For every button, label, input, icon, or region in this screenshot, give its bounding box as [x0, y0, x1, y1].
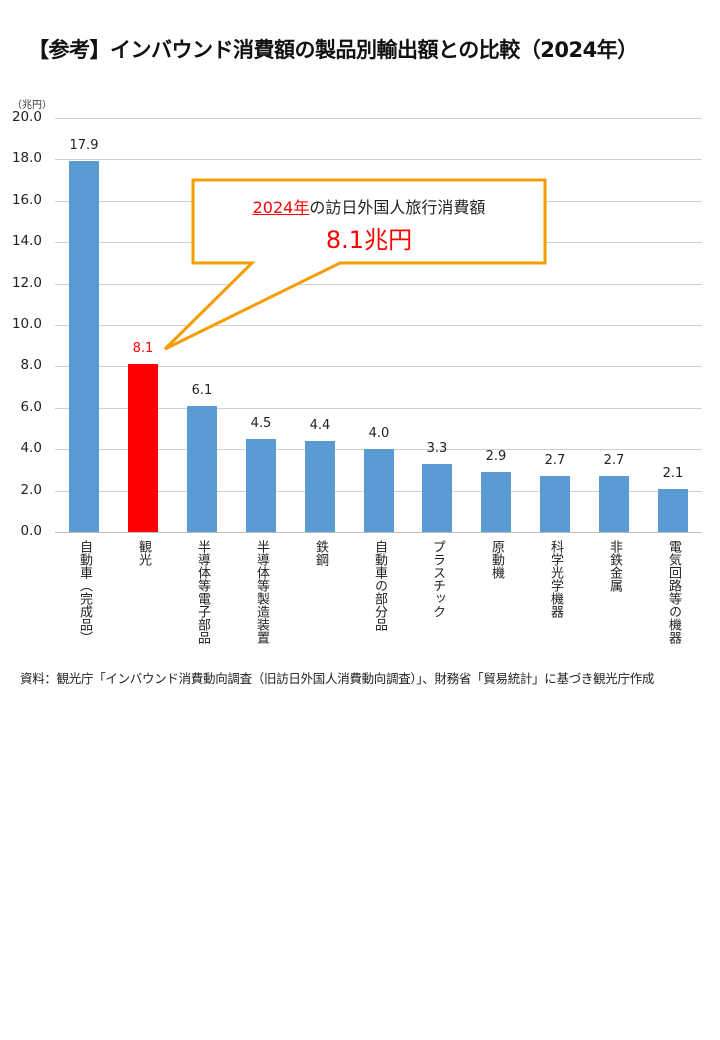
callout-value: 8.1兆円	[325, 226, 413, 254]
y-tick-label: 12.0	[11, 275, 42, 291]
x-category-label: 観光	[136, 540, 151, 566]
x-category-label: 半導体等電子部品	[195, 540, 210, 644]
gridline	[55, 408, 702, 409]
gridline	[55, 284, 702, 285]
bar-6	[364, 449, 394, 532]
x-axis-line	[55, 532, 702, 533]
x-category-label: 自動車（完成品）	[77, 540, 92, 644]
x-category-label: 科学光学機器	[548, 540, 563, 618]
x-category-label: 非鉄金属	[607, 540, 622, 592]
y-tick-label: 4.0	[20, 440, 42, 456]
y-axis-unit-label: （兆円）	[12, 100, 52, 111]
y-tick-label: 10.0	[11, 316, 42, 332]
bar-2	[128, 364, 158, 532]
bar-9	[540, 476, 570, 532]
bar-value-label: 4.5	[250, 416, 272, 431]
bar-value-label: 6.1	[191, 383, 213, 398]
y-tick-label: 20.0	[11, 109, 42, 125]
gridline	[55, 325, 702, 326]
bar-value-label: 8.1	[132, 341, 154, 356]
y-tick-label: 18.0	[11, 150, 42, 166]
callout-speech-bubble	[163, 178, 547, 351]
bar-value-label: 4.4	[309, 418, 331, 433]
x-category-label: プラスチック	[430, 540, 445, 618]
bar-3	[187, 406, 217, 532]
gridline	[55, 159, 702, 160]
x-category-label: 自動車の部分品	[372, 540, 387, 631]
bar-7	[422, 464, 452, 532]
bar-8	[481, 472, 511, 532]
x-category-label: 鉄鋼	[313, 540, 328, 566]
bar-10	[599, 476, 629, 532]
x-category-label: 電気回路等の機器	[666, 540, 681, 644]
bar-value-label: 17.9	[69, 138, 99, 153]
bar-value-label: 2.7	[544, 453, 566, 468]
bar-1	[69, 161, 99, 532]
callout-line1: 2024年の訪日外国人旅行消費額	[193, 194, 545, 218]
x-category-label: 半導体等製造装置	[254, 540, 269, 644]
y-tick-label: 0.0	[20, 523, 42, 539]
source-note: 資料：観光庁「インバウンド消費動向調査（旧訪日外国人消費動向調査）」、財務省「貿…	[20, 671, 655, 686]
bar-value-label: 4.0	[368, 426, 390, 441]
callout-description: の訪日外国人旅行消費額	[309, 198, 486, 217]
y-tick-label: 16.0	[11, 192, 42, 208]
bar-5	[305, 441, 335, 532]
x-category-label: 原動機	[489, 540, 504, 579]
y-tick-label: 14.0	[11, 233, 42, 249]
callout-text: 2024年の訪日外国人旅行消費額 8.1兆円	[193, 180, 545, 255]
chart-title: 【参考】インバウンド消費額の製品別輸出額との比較（2024年）	[28, 38, 638, 62]
bar-11	[658, 489, 688, 532]
bar-4	[246, 439, 276, 532]
bar-value-label: 2.9	[485, 449, 507, 464]
bar-value-label: 2.1	[662, 466, 684, 481]
gridline	[55, 118, 702, 119]
y-tick-label: 6.0	[20, 399, 42, 415]
bar-value-label: 2.7	[603, 453, 625, 468]
y-tick-label: 2.0	[20, 482, 42, 498]
bar-value-label: 3.3	[426, 441, 448, 456]
y-tick-label: 8.0	[20, 357, 42, 373]
gridline	[55, 366, 702, 367]
callout-year: 2024年	[252, 198, 310, 217]
